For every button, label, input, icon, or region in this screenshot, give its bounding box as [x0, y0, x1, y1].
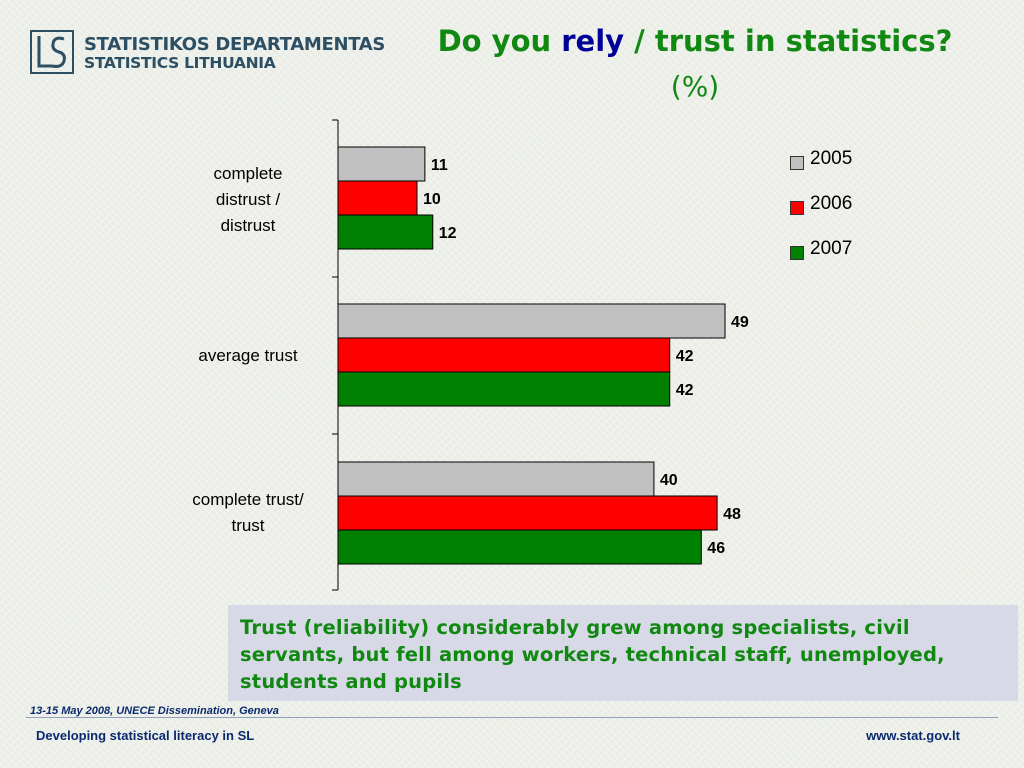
- bar: [337, 146, 426, 182]
- category-label-line: distrust: [220, 216, 276, 235]
- bar: [337, 337, 671, 373]
- footer-event: 13-15 May 2008, UNECE Dissemination, Gen…: [30, 705, 279, 717]
- bar: [337, 371, 671, 407]
- data-label: 42: [676, 348, 694, 365]
- title-part1: Do you: [437, 24, 562, 58]
- title-rely: rely: [561, 24, 625, 58]
- logo: STATISTIKOS DEPARTAMENTAS STATISTICS LIT…: [30, 30, 385, 80]
- bar: [337, 180, 418, 216]
- data-label: 49: [731, 314, 749, 331]
- statistics-lithuania-logo-icon: [30, 30, 74, 74]
- data-label: 10: [423, 191, 441, 208]
- bar: [337, 529, 702, 565]
- footer-title: Developing statistical literacy in SL: [36, 728, 255, 743]
- category-label-line: complete trust/: [192, 490, 304, 509]
- category-label-line: distrust /: [215, 190, 281, 209]
- page-subtitle: (%): [670, 70, 720, 103]
- legend-swatch: [790, 156, 804, 170]
- legend-label: 2005: [810, 148, 853, 169]
- data-label: 11: [431, 157, 448, 174]
- footer-website-link[interactable]: www.stat.gov.lt: [866, 728, 960, 743]
- data-label: 42: [676, 382, 694, 399]
- legend-label: 2006: [810, 193, 853, 214]
- legend-swatch: [790, 246, 804, 260]
- data-label: 12: [439, 225, 457, 242]
- bar: [337, 495, 718, 531]
- bar: [337, 214, 434, 250]
- category-label: complete distrust / distrust: [163, 161, 333, 239]
- legend-label: 2007: [810, 238, 853, 259]
- page-title: Do you rely / trust in statistics?: [380, 24, 1010, 58]
- category-label: average trust: [163, 343, 333, 369]
- category-label: complete trust/trust: [163, 487, 333, 539]
- title-part2: / trust in statistics?: [624, 24, 953, 58]
- bar: [337, 461, 655, 497]
- legend-swatch: [790, 201, 804, 215]
- data-label: 46: [707, 540, 725, 557]
- footer-divider: [26, 717, 998, 718]
- logo-line2: STATISTICS LITHUANIA: [84, 54, 276, 72]
- bar: [337, 303, 726, 339]
- trust-note: Trust (reliability) considerably grew am…: [228, 605, 1018, 701]
- category-label-line: trust: [231, 516, 265, 535]
- logo-line1: STATISTIKOS DEPARTAMENTAS: [84, 34, 386, 55]
- data-label: 48: [723, 506, 741, 523]
- category-label-line: complete: [213, 164, 283, 183]
- data-label: 40: [660, 472, 678, 489]
- category-label-line: average trust: [198, 346, 298, 365]
